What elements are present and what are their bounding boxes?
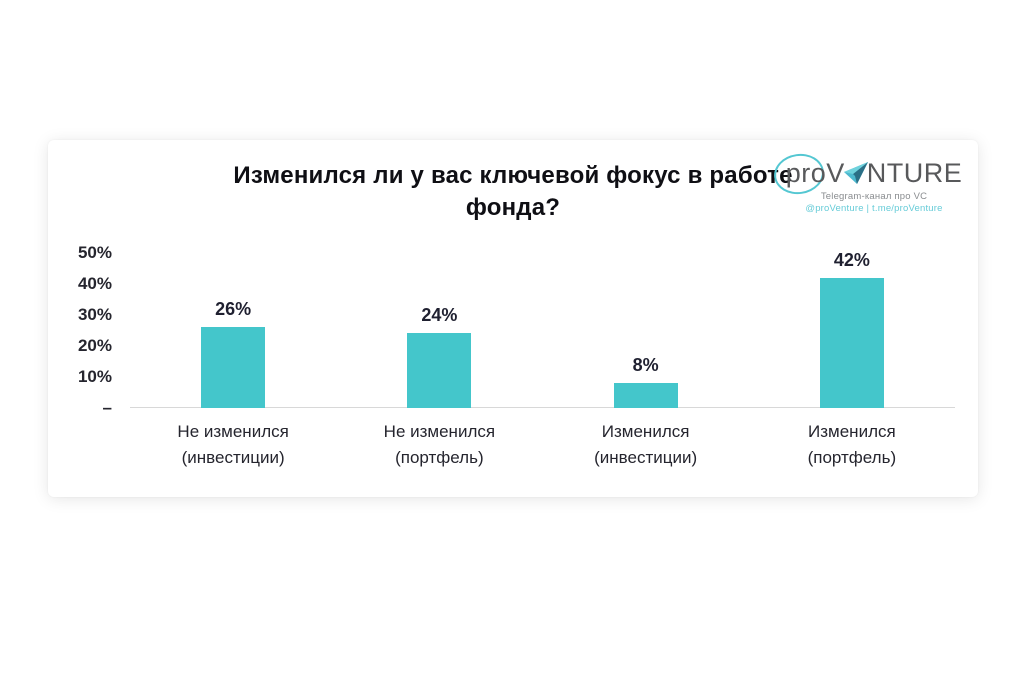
bar-value-label: 42% [833,249,870,270]
category-label-line: (портфель) [395,448,484,468]
logo-wordmark-row: proV NTURE [771,150,963,198]
proventure-logo: proV NTURE Telegram-канал про VC @proVent… [771,150,964,214]
category-label-line: Изменился [601,421,690,441]
category-label: Изменился (инвестиции) [543,419,749,472]
category-label-line: Не изменился [383,421,496,441]
category-label: Не изменился (инвестиции) [130,419,336,472]
y-tick-label: 10% [77,366,112,386]
y-tick-label: – [102,397,112,417]
chart-title: Изменился ли у вас ключевой фокус в рабо… [233,162,793,222]
paper-plane-icon [843,161,869,185]
category-label: Изменился (портфель) [749,419,955,472]
logo-wordmark-post: NTURE [866,158,963,188]
bar [407,333,472,408]
y-tick-label: 30% [77,304,112,324]
bar-column: 24% [336,305,542,408]
bar-chart: 50% 40% 30% 20% 10% – 26% 24% 8% 42% [48,243,955,416]
logo-wordmark-pre: proV [785,158,845,188]
bar-value-label: 8% [632,354,659,375]
bar [613,382,678,408]
chart-card: Изменился ли у вас ключевой фокус в рабо… [48,140,978,497]
y-tick-label: 40% [77,273,112,293]
y-axis: 50% 40% 30% 20% 10% – [48,243,130,416]
category-label-line: Изменился [808,421,896,441]
category-label-line: (инвестиции) [181,448,285,468]
bar-value-label: 26% [215,299,252,320]
logo-handles: @proVenture | t.me/proVenture [805,203,943,214]
bar-column: 26% [130,299,336,408]
bar-column: 8% [543,355,749,408]
category-label-line: (инвестиции) [594,448,698,468]
bars-container: 26% 24% 8% 42% [130,250,955,408]
y-tick-label: 50% [77,242,112,262]
logo-tagline: Telegram-канал про VC [820,191,928,202]
bar-column: 42% [749,250,955,408]
bar [819,277,884,408]
category-label-line: Не изменился [177,421,289,441]
logo-wordmark: proV NTURE [786,158,963,188]
x-axis-labels: Не изменился (инвестиции) Не изменился (пор… [130,419,955,472]
plot-area: 26% 24% 8% 42% [130,250,955,408]
category-label: Не изменился (портфель) [336,419,542,472]
y-tick-label: 20% [77,335,112,355]
category-label-line: (портфель) [807,448,897,468]
bar [201,327,266,408]
bar-value-label: 24% [421,305,458,326]
